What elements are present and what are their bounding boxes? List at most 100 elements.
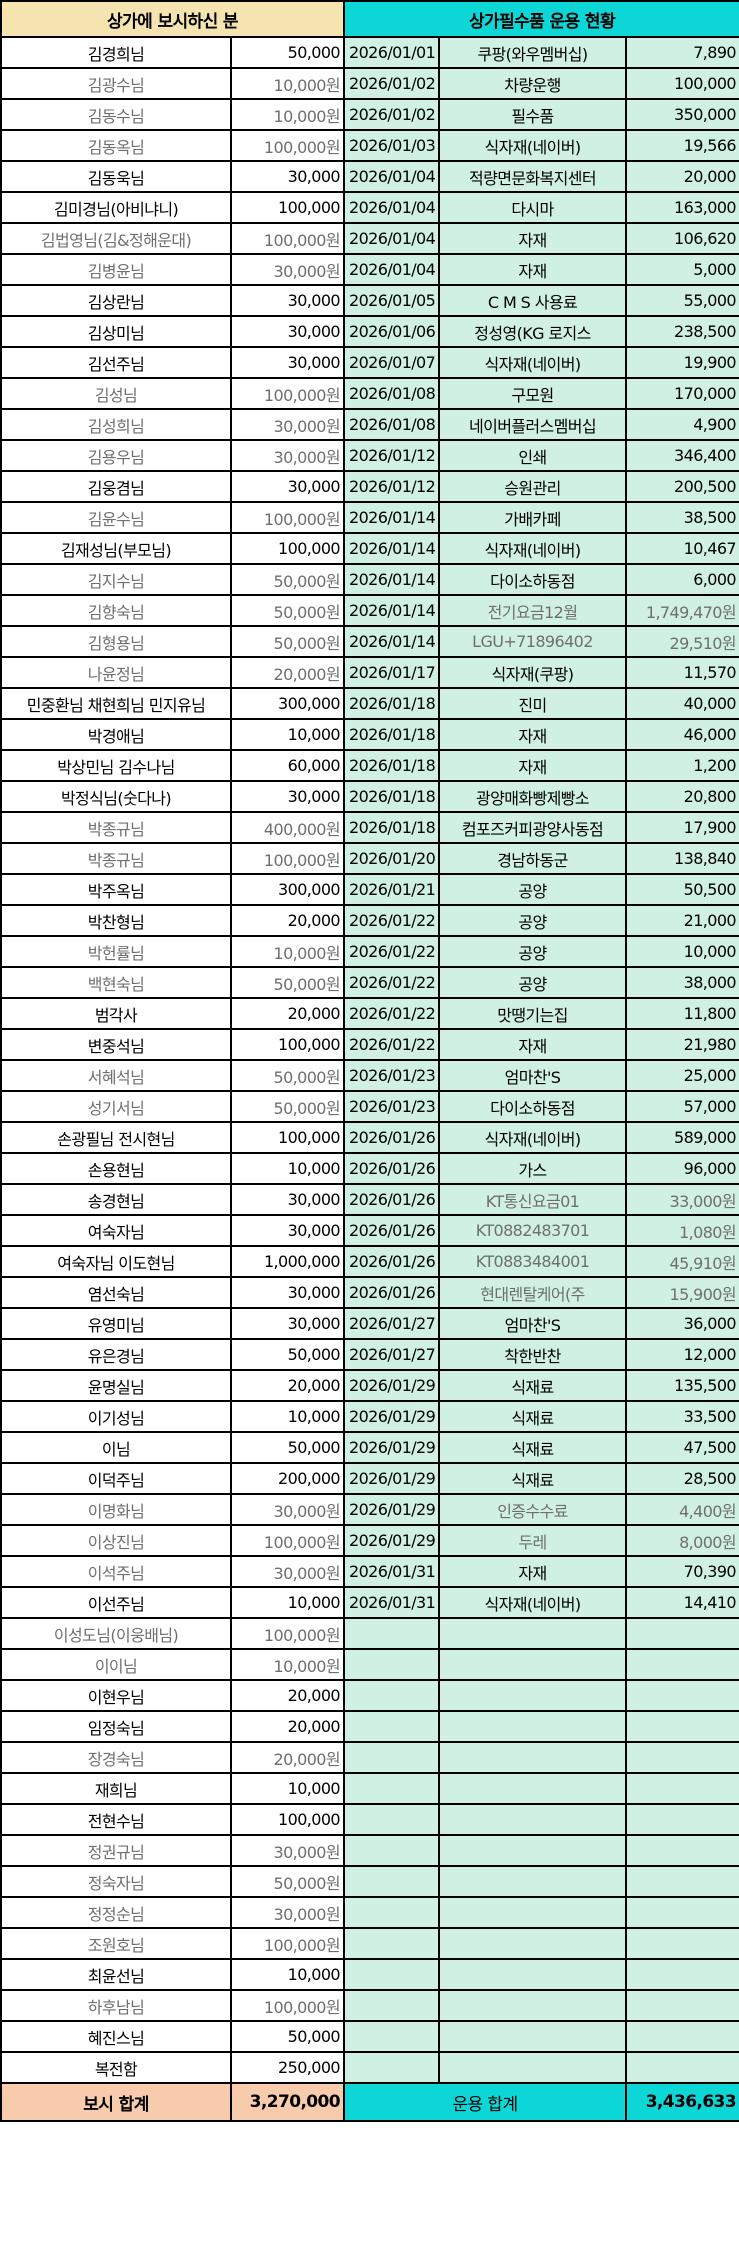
donor-name-cell[interactable]: 유영미님 xyxy=(0,1307,232,1340)
expense-item-cell[interactable]: 인증수수료 xyxy=(438,1493,627,1526)
donor-name-cell[interactable]: 이님 xyxy=(0,1431,232,1464)
expense-amount-cell[interactable]: 7,890 xyxy=(624,36,739,69)
donation-amount-cell[interactable]: 50,000원 xyxy=(230,1865,345,1898)
expense-amount-cell[interactable]: 10,467 xyxy=(624,532,739,565)
expense-date-cell[interactable] xyxy=(343,1896,440,1929)
expense-date-cell[interactable] xyxy=(343,2051,440,2084)
donation-amount-cell[interactable]: 10,000 xyxy=(230,1772,345,1805)
donation-amount-cell[interactable]: 30,000원 xyxy=(230,1493,345,1526)
donor-name-cell[interactable]: 김형용님 xyxy=(0,625,232,658)
donation-amount-cell[interactable]: 10,000원 xyxy=(230,67,345,100)
donation-amount-cell[interactable]: 50,000원 xyxy=(230,563,345,596)
expense-date-cell[interactable]: 2026/01/26 xyxy=(343,1121,440,1154)
donation-amount-cell[interactable]: 10,000원 xyxy=(230,1648,345,1681)
expense-item-cell[interactable] xyxy=(438,1989,627,2022)
donor-name-cell[interactable]: 박주옥님 xyxy=(0,873,232,906)
expense-date-cell[interactable]: 2026/01/17 xyxy=(343,656,440,689)
expense-item-cell[interactable]: 식자재(네이버) xyxy=(438,346,627,379)
expense-date-cell[interactable]: 2026/01/23 xyxy=(343,1059,440,1092)
expense-date-cell[interactable]: 2026/01/08 xyxy=(343,377,440,410)
donor-name-cell[interactable]: 김재성님(부모님) xyxy=(0,532,232,565)
donor-name-cell[interactable]: 김상미님 xyxy=(0,315,232,348)
donor-name-cell[interactable]: 박경애님 xyxy=(0,718,232,751)
expense-date-cell[interactable]: 2026/01/29 xyxy=(343,1524,440,1557)
donation-amount-cell[interactable]: 30,000 xyxy=(230,1307,345,1340)
expense-item-cell[interactable]: 식자재(네이버) xyxy=(438,532,627,565)
donation-amount-cell[interactable]: 20,000 xyxy=(230,1710,345,1743)
donation-amount-cell[interactable]: 30,000 xyxy=(230,780,345,813)
expense-date-cell[interactable]: 2026/01/22 xyxy=(343,966,440,999)
expense-amount-cell[interactable]: 350,000 xyxy=(624,98,739,131)
expense-amount-cell[interactable]: 11,800 xyxy=(624,997,739,1030)
donation-amount-cell[interactable]: 100,000원 xyxy=(230,1927,345,1960)
donation-amount-cell[interactable]: 20,000 xyxy=(230,1679,345,1712)
expense-date-cell[interactable]: 2026/01/04 xyxy=(343,253,440,286)
expense-date-cell[interactable] xyxy=(343,1741,440,1774)
expense-amount-cell[interactable]: 11,570 xyxy=(624,656,739,689)
expense-amount-cell[interactable] xyxy=(624,1741,739,1774)
expense-amount-cell[interactable] xyxy=(624,1989,739,2022)
expense-item-cell[interactable]: 구모원 xyxy=(438,377,627,410)
donation-amount-cell[interactable]: 100,000원 xyxy=(230,842,345,875)
expense-item-cell[interactable] xyxy=(438,2020,627,2053)
donation-amount-cell[interactable]: 20,000원 xyxy=(230,656,345,689)
expense-amount-cell[interactable]: 45,910원 xyxy=(624,1245,739,1278)
donor-name-cell[interactable]: 김경희님 xyxy=(0,36,232,69)
donor-name-cell[interactable]: 나윤정님 xyxy=(0,656,232,689)
expense-item-cell[interactable]: 두레 xyxy=(438,1524,627,1557)
donation-amount-cell[interactable]: 10,000 xyxy=(230,1586,345,1619)
donation-amount-cell[interactable]: 100,000원 xyxy=(230,1524,345,1557)
donor-name-cell[interactable]: 정정순님 xyxy=(0,1896,232,1929)
donation-amount-cell[interactable]: 20,000 xyxy=(230,904,345,937)
expense-amount-cell[interactable]: 8,000원 xyxy=(624,1524,739,1557)
expense-item-cell[interactable]: 컴포즈커피광양사동점 xyxy=(438,811,627,844)
donation-amount-cell[interactable]: 30,000원 xyxy=(230,1896,345,1929)
expense-date-cell[interactable] xyxy=(343,1617,440,1650)
expense-amount-cell[interactable]: 15,900원 xyxy=(624,1276,739,1309)
expense-item-cell[interactable]: 식재료 xyxy=(438,1431,627,1464)
expense-date-cell[interactable] xyxy=(343,1834,440,1867)
expense-amount-cell[interactable]: 19,900 xyxy=(624,346,739,379)
expense-amount-cell[interactable]: 57,000 xyxy=(624,1090,739,1123)
expense-date-cell[interactable] xyxy=(343,1803,440,1836)
expense-date-cell[interactable]: 2026/01/18 xyxy=(343,811,440,844)
expense-item-cell[interactable]: 맛땡기는집 xyxy=(438,997,627,1030)
expense-date-cell[interactable]: 2026/01/14 xyxy=(343,594,440,627)
expense-amount-cell[interactable]: 25,000 xyxy=(624,1059,739,1092)
expense-date-cell[interactable]: 2026/01/01 xyxy=(343,36,440,69)
expense-item-cell[interactable] xyxy=(438,1710,627,1743)
donation-amount-cell[interactable]: 10,000 xyxy=(230,1400,345,1433)
expense-item-cell[interactable]: 가스 xyxy=(438,1152,627,1185)
expense-date-cell[interactable]: 2026/01/31 xyxy=(343,1586,440,1619)
donor-name-cell[interactable]: 김미경님(아비냐니) xyxy=(0,191,232,224)
donor-name-cell[interactable]: 김윤수님 xyxy=(0,501,232,534)
donor-name-cell[interactable]: 임정숙님 xyxy=(0,1710,232,1743)
expense-date-cell[interactable] xyxy=(343,1679,440,1712)
donor-name-cell[interactable]: 이현우님 xyxy=(0,1679,232,1712)
expense-amount-cell[interactable]: 21,000 xyxy=(624,904,739,937)
expense-amount-cell[interactable]: 1,080원 xyxy=(624,1214,739,1247)
expense-amount-cell[interactable]: 14,410 xyxy=(624,1586,739,1619)
donor-name-cell[interactable]: 여숙자님 이도현님 xyxy=(0,1245,232,1278)
donor-name-cell[interactable]: 김지수님 xyxy=(0,563,232,596)
expense-amount-cell[interactable]: 36,000 xyxy=(624,1307,739,1340)
expense-date-cell[interactable]: 2026/01/12 xyxy=(343,439,440,472)
expense-date-cell[interactable]: 2026/01/29 xyxy=(343,1369,440,1402)
donor-name-cell[interactable]: 손용현님 xyxy=(0,1152,232,1185)
donor-name-cell[interactable]: 윤명실님 xyxy=(0,1369,232,1402)
donor-name-cell[interactable]: 박찬형님 xyxy=(0,904,232,937)
expense-amount-cell[interactable] xyxy=(624,1927,739,1960)
expense-date-cell[interactable]: 2026/01/18 xyxy=(343,780,440,813)
donor-name-cell[interactable]: 박정식님(숫다나) xyxy=(0,780,232,813)
expense-item-cell[interactable]: 엄마찬'S xyxy=(438,1059,627,1092)
expense-amount-cell[interactable]: 47,500 xyxy=(624,1431,739,1464)
expense-date-cell[interactable]: 2026/01/26 xyxy=(343,1183,440,1216)
expense-amount-cell[interactable]: 20,000 xyxy=(624,160,739,193)
expense-item-cell[interactable]: 가배카페 xyxy=(438,501,627,534)
expense-amount-cell[interactable]: 46,000 xyxy=(624,718,739,751)
expense-date-cell[interactable] xyxy=(343,1958,440,1991)
expense-date-cell[interactable]: 2026/01/12 xyxy=(343,470,440,503)
expense-date-cell[interactable] xyxy=(343,2020,440,2053)
expense-date-cell[interactable]: 2026/01/18 xyxy=(343,749,440,782)
expense-amount-cell[interactable] xyxy=(624,1865,739,1898)
